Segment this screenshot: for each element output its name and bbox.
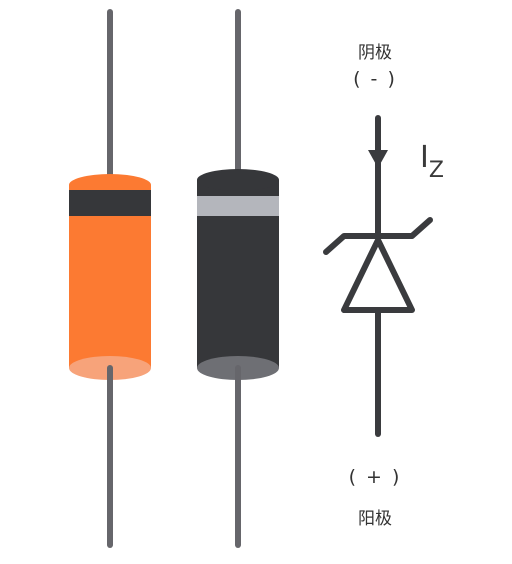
orange-diode-cathode-band — [69, 190, 151, 216]
black-diode-cathode-band — [197, 196, 279, 216]
orange-zener-diode — [69, 9, 151, 548]
current-subscript: Z — [428, 158, 444, 183]
zener-diode-symbol — [323, 115, 433, 437]
zener-current-label: IZ — [420, 140, 444, 183]
black-zener-diode — [197, 9, 279, 548]
current-symbol: I — [420, 140, 429, 175]
anode-sign: ( + ) — [348, 466, 402, 488]
cathode-label: 阴极 — [358, 43, 392, 63]
black-diode-top-cap — [197, 169, 279, 191]
zener-cathode-bar — [323, 217, 433, 255]
current-arrow-icon — [368, 150, 388, 168]
cathode-sign: ( - ) — [353, 68, 397, 90]
diode-triangle — [341, 237, 415, 313]
anode-label: 阳极 — [358, 509, 392, 529]
